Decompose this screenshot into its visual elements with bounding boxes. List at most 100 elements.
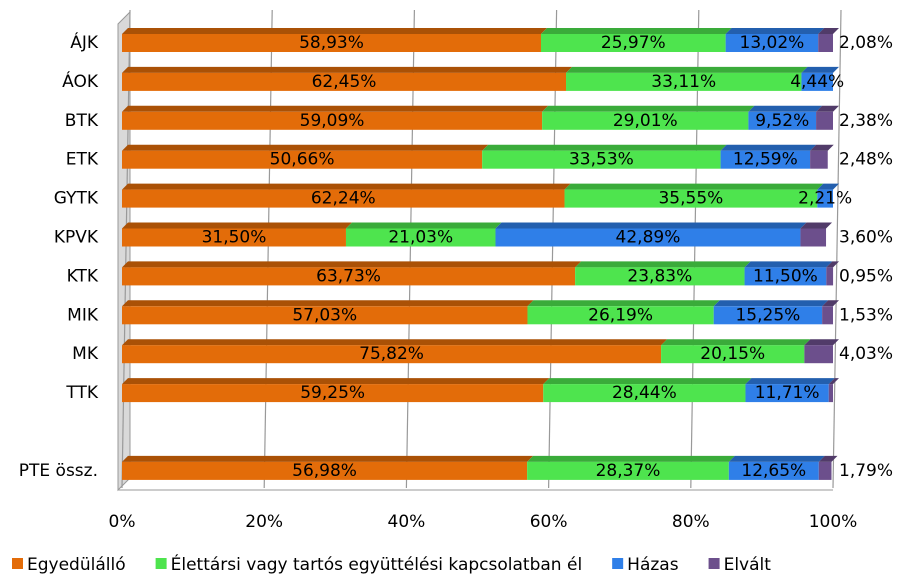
y-tick-label: MK (72, 344, 99, 364)
legend-swatch (612, 558, 624, 569)
bar-top (122, 339, 668, 346)
data-label: 62,45% (312, 72, 377, 92)
data-label: 58,93% (299, 33, 364, 53)
bar (527, 461, 729, 480)
bar-top (122, 378, 550, 385)
bar-top (122, 261, 582, 268)
bar-top (482, 144, 727, 151)
y-tick-label: ETK (66, 150, 99, 170)
bar (720, 150, 811, 169)
bar-top (527, 300, 720, 307)
bar (728, 461, 819, 480)
bar (564, 189, 818, 208)
y-tick-label: ÁOK (62, 70, 99, 92)
bar-top (748, 105, 823, 112)
data-label: 21,03% (388, 228, 453, 248)
bar-top (527, 455, 735, 462)
bar-top (122, 183, 571, 190)
bar (122, 384, 544, 403)
data-label: 4,44% (790, 72, 844, 92)
x-tick-label: 60% (530, 512, 568, 532)
data-label: 57,03% (292, 305, 357, 325)
data-label: 59,25% (300, 383, 365, 403)
bar (713, 306, 823, 325)
legend-swatch (12, 558, 23, 569)
bar (822, 306, 833, 325)
bar-top (566, 66, 808, 73)
bar (122, 306, 528, 325)
bar (122, 150, 483, 169)
bar (122, 34, 541, 52)
bar-top (122, 455, 534, 462)
legend-label: Elvált (724, 555, 772, 575)
bar (122, 228, 346, 247)
data-label: 13,02% (740, 33, 805, 53)
data-label: 23,83% (627, 266, 692, 286)
bar (725, 34, 819, 52)
data-label: 0,95% (839, 266, 893, 286)
data-label: 59,09% (300, 111, 365, 131)
data-label: 26,19% (588, 305, 653, 325)
bar (817, 189, 833, 208)
bar (122, 345, 662, 364)
bar (818, 34, 833, 52)
y-tick-label: GYTK (54, 189, 99, 209)
bar (748, 111, 817, 130)
y-tick-label: MIK (67, 305, 99, 325)
bar (122, 267, 576, 286)
data-label: 2,21% (798, 189, 852, 209)
y-tick-label: KPVK (54, 228, 99, 248)
data-label: 35,55% (658, 189, 723, 209)
bar-top (122, 222, 352, 229)
legend-label: Egyedülálló (27, 555, 126, 575)
bar-top (540, 28, 732, 34)
x-tick-label: 80% (672, 512, 710, 532)
data-label: 11,71% (755, 383, 820, 403)
data-label: 2,48% (839, 150, 893, 170)
data-label: 33,11% (651, 72, 716, 92)
bar (345, 228, 496, 247)
bar-top (122, 144, 489, 151)
bar (495, 228, 801, 247)
data-label: 28,37% (596, 461, 661, 481)
bar-top (725, 28, 825, 34)
bar (122, 111, 543, 130)
data-label: 1,79% (839, 461, 893, 481)
bar (826, 267, 834, 286)
x-tick-label: 100% (809, 512, 858, 532)
bar-top (800, 222, 833, 229)
bar-top (661, 339, 811, 346)
bar (527, 306, 714, 325)
bar (744, 267, 827, 286)
bar (575, 267, 745, 286)
data-label: 50,66% (270, 150, 335, 170)
bar-top (575, 261, 751, 268)
bar-top (543, 378, 752, 385)
x-tick-label: 0% (109, 512, 136, 532)
bar-top (122, 28, 547, 34)
bar-top (816, 105, 839, 112)
data-label: 33,53% (569, 150, 634, 170)
bar-top (345, 222, 502, 229)
bar-top (713, 300, 829, 307)
legend-swatch (708, 558, 720, 569)
data-label: 15,25% (735, 305, 800, 325)
bar-top (745, 378, 835, 385)
bar (542, 111, 749, 130)
bar-top (122, 66, 573, 73)
bar (540, 34, 726, 52)
bar-top (495, 222, 807, 229)
data-label: 3,60% (839, 228, 893, 248)
bar-top (822, 300, 839, 307)
bar-top (818, 455, 838, 462)
data-label: 9,52% (755, 111, 809, 131)
data-label: 42,89% (616, 228, 681, 248)
bar-top (542, 105, 755, 112)
bar-top (804, 339, 839, 346)
bar (816, 111, 833, 130)
bar-top (122, 105, 549, 112)
bar-top (801, 66, 839, 73)
data-label: 2,38% (839, 111, 893, 131)
legend-label: Házas (627, 555, 679, 575)
